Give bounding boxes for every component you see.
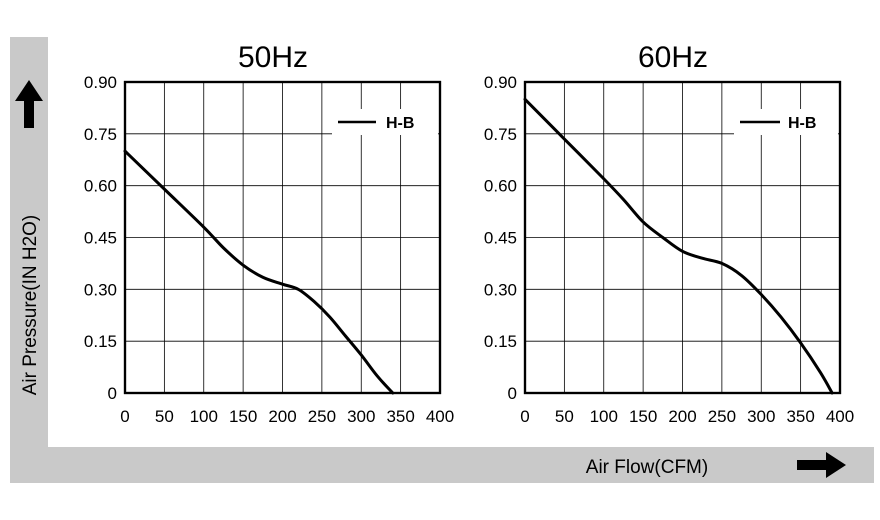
series-line-h-b [523,97,834,395]
x-axis-title: Air Flow(CFM) [586,457,708,478]
x-tick-label: 350 [786,407,814,426]
y-tick-label: 0 [508,384,517,403]
y-tick-label: 0.15 [84,332,117,351]
x-tick-label: 150 [229,407,257,426]
y-tick-label: 0.15 [484,332,517,351]
legend-label: H-B [788,115,816,132]
y-tick-label: 0.30 [484,280,517,299]
x-tick-label: 200 [268,407,296,426]
y-tick-label: 0.90 [84,73,117,92]
x-tick-label: 350 [386,407,414,426]
x-tick-label: 300 [347,407,375,426]
series-line-h-b [123,149,395,395]
x-tick-label: 150 [629,407,657,426]
y-tick-label: 0.75 [84,125,117,144]
y-tick-label: 0.60 [84,177,117,196]
y-tick-label: 0.60 [484,177,517,196]
y-tick-label: 0 [108,384,117,403]
x-tick-label: 400 [826,407,854,426]
x-tick-label: 50 [155,407,174,426]
plot-border [123,80,442,395]
legend-label: H-B [386,115,414,132]
y-tick-label: 0.75 [484,125,517,144]
chart-panel-60hz: H-B 0 50 100 150 200 250 300 350 400 0 0.15 0.30 0.45… [484,41,854,426]
plot-border [523,80,842,395]
x-tick-label: 250 [708,407,736,426]
y-axis-title: Air Pressure(IN H2O) [20,215,41,396]
x-tick-label: 250 [308,407,336,426]
x-tick-label: 0 [520,407,529,426]
x-tick-label: 50 [555,407,574,426]
x-tick-label: 0 [120,407,129,426]
arrow-up-icon [15,80,43,128]
y-tick-label: 0.30 [84,280,117,299]
chart-title: 60Hz [638,41,708,74]
y-tick-label: 0.90 [484,73,517,92]
x-tick-label: 300 [747,407,775,426]
y-tick-label: 0.45 [484,229,517,248]
x-tick-label: 200 [668,407,696,426]
arrow-right-icon [797,452,846,478]
x-tick-label: 100 [190,407,218,426]
x-tick-label: 400 [426,407,454,426]
chart-title: 50Hz [238,41,308,74]
chart-panel-50hz: H-B 0 50 100 150 200 250 300 350 400 0 0.15 0.30 0.45… [84,41,454,426]
y-tick-label: 0.45 [84,229,117,248]
x-tick-label: 100 [590,407,618,426]
